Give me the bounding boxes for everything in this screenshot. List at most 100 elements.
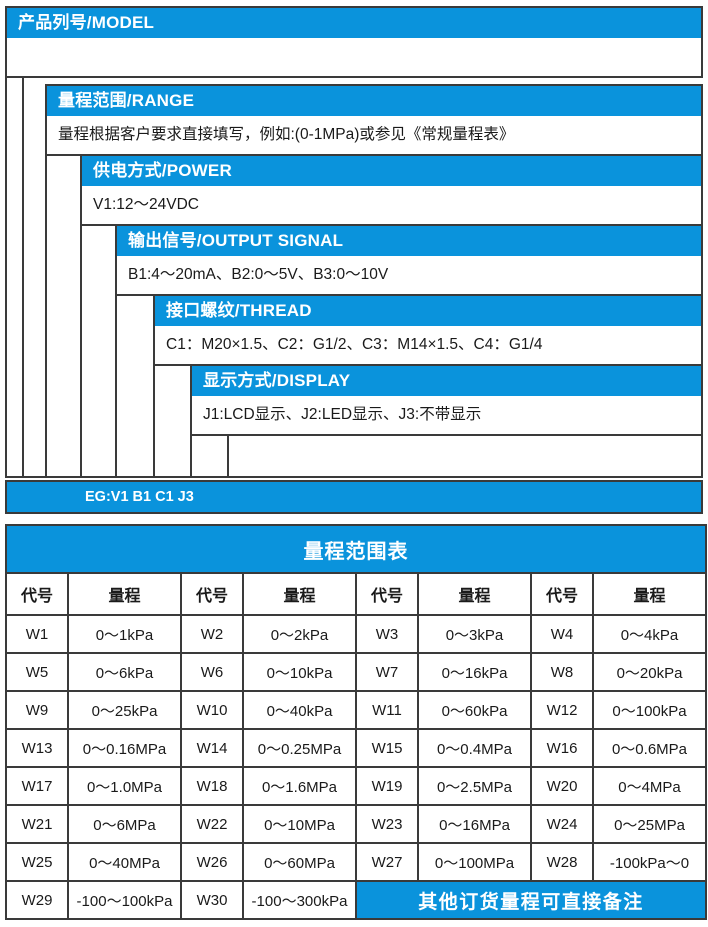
- stair-thread-title: 接口螺纹/THREAD: [155, 296, 701, 326]
- cell-range: 0～0.25MPa: [242, 728, 357, 768]
- cell-code: W6: [180, 652, 244, 692]
- model-selection-ladder: 产品列号/MODEL 量程范围/RANGE 量程根据客户要求直接填写，例如:(0…: [5, 6, 703, 516]
- cell-range: 0～20kPa: [592, 652, 707, 692]
- table-row: W17 0～1.0MPa W18 0～1.6MPa W19 0～2.5MPa W…: [5, 766, 707, 806]
- cell-code: W13: [5, 728, 69, 768]
- table-row: W9 0～25kPa W10 0～40kPa W11 0～60kPa W12 0…: [5, 690, 707, 730]
- table-row: W5 0～6kPa W6 0～10kPa W7 0～16kPa W8 0～20k…: [5, 652, 707, 692]
- cell-code: W27: [355, 842, 419, 882]
- cell-code: W30: [180, 880, 244, 920]
- stair-power-title: 供电方式/POWER: [82, 156, 701, 186]
- cell-range: 0～6MPa: [67, 804, 182, 844]
- cell-range: 0～100MPa: [417, 842, 532, 882]
- cell-code: W18: [180, 766, 244, 806]
- cell-code: W10: [180, 690, 244, 730]
- cell-code: W14: [180, 728, 244, 768]
- stair-model: 产品列号/MODEL: [5, 6, 703, 78]
- stair-tail-shelf-body: [229, 436, 701, 474]
- cell-code: W15: [355, 728, 419, 768]
- cell-code: W29: [5, 880, 69, 920]
- drop-leg-last: [190, 434, 192, 478]
- stair-output-body: B1:4～20mA、B2:0～5V、B3:0～10V: [117, 256, 701, 294]
- cell-code: W24: [530, 804, 594, 844]
- col-header-range-4: 量程: [592, 572, 707, 616]
- cell-range: -100～300kPa: [242, 880, 357, 920]
- cell-code: W11: [355, 690, 419, 730]
- cell-range: 0～25MPa: [592, 804, 707, 844]
- cell-range: 0～1.0MPa: [67, 766, 182, 806]
- table-row: W1 0～1kPa W2 0～2kPa W3 0～3kPa W4 0～4kPa: [5, 614, 707, 654]
- cell-code: W25: [5, 842, 69, 882]
- stair-model-body: [7, 38, 701, 76]
- cell-range: 0～6kPa: [67, 652, 182, 692]
- table-header-row: 代号 量程 代号 量程 代号 量程 代号 量程: [5, 572, 707, 616]
- col-header-range-3: 量程: [417, 572, 532, 616]
- stair-range-body: 量程根据客户要求直接填写，例如:(0-1MPa)或参见《常规量程表》: [47, 116, 701, 154]
- cell-code: W26: [180, 842, 244, 882]
- stair-model-title: 产品列号/MODEL: [7, 8, 701, 38]
- table-title-row: 量程范围表: [5, 524, 707, 574]
- cell-code: W23: [355, 804, 419, 844]
- drop-leg-range: [22, 76, 24, 478]
- cell-range: 0～40MPa: [67, 842, 182, 882]
- stair-thread: 接口螺纹/THREAD C1：M20×1.5、C2：G1/2、C3：M14×1.…: [153, 294, 703, 366]
- cell-code: W7: [355, 652, 419, 692]
- cell-code: W4: [530, 614, 594, 654]
- stair-output: 输出信号/OUTPUT SIGNAL B1:4～20mA、B2:0～5V、B3:…: [115, 224, 703, 296]
- cell-code: W5: [5, 652, 69, 692]
- cell-code: W8: [530, 652, 594, 692]
- col-header-code-4: 代号: [530, 572, 594, 616]
- cell-code: W20: [530, 766, 594, 806]
- cell-code: W16: [530, 728, 594, 768]
- drop-leg-thread: [115, 294, 117, 478]
- range-table-title: 量程范围表: [5, 524, 707, 574]
- cell-range: 0～60MPa: [242, 842, 357, 882]
- table-row-last: W29 -100～100kPa W30 -100～300kPa 其他订货量程可直…: [5, 880, 707, 920]
- cell-range: 0～1kPa: [67, 614, 182, 654]
- cell-code: W2: [180, 614, 244, 654]
- cell-range: 0～60kPa: [417, 690, 532, 730]
- stair-range: 量程范围/RANGE 量程根据客户要求直接填写，例如:(0-1MPa)或参见《常…: [45, 84, 703, 156]
- cell-range: -100kPa～0: [592, 842, 707, 882]
- cell-code: W19: [355, 766, 419, 806]
- cell-range: 0～0.16MPa: [67, 728, 182, 768]
- custom-range-note: 其他订货量程可直接备注: [355, 880, 707, 920]
- stair-range-title: 量程范围/RANGE: [47, 86, 701, 116]
- stair-tail-shelf: [227, 434, 703, 478]
- stair-display: 显示方式/DISPLAY J1:LCD显示、J2:LED显示、J3:不带显示: [190, 364, 703, 436]
- cell-range: 0～1.6MPa: [242, 766, 357, 806]
- table-row: W13 0～0.16MPa W14 0～0.25MPa W15 0～0.4MPa…: [5, 728, 707, 768]
- cell-code: W22: [180, 804, 244, 844]
- cell-code: W1: [5, 614, 69, 654]
- drop-leg-model: [5, 76, 7, 478]
- cell-range: 0～2.5MPa: [417, 766, 532, 806]
- range-table: 量程范围表 代号 量程 代号 量程 代号 量程 代号 量程 W1 0～1kPa …: [5, 524, 707, 920]
- cell-range: 0～2kPa: [242, 614, 357, 654]
- cell-range: 0～0.4MPa: [417, 728, 532, 768]
- example-code-bar: EG:V1 B1 C1 J3: [5, 480, 703, 514]
- drop-leg-output: [80, 224, 82, 478]
- cell-code: W9: [5, 690, 69, 730]
- cell-range: 0～25kPa: [67, 690, 182, 730]
- stair-power-body: V1:12～24VDC: [82, 186, 701, 224]
- drop-leg-power: [45, 154, 47, 478]
- stair-thread-body: C1：M20×1.5、C2：G1/2、C3：M14×1.5、C4：G1/4: [155, 326, 701, 364]
- cell-code: W3: [355, 614, 419, 654]
- stair-output-title: 输出信号/OUTPUT SIGNAL: [117, 226, 701, 256]
- col-header-code-1: 代号: [5, 572, 69, 616]
- cell-range: -100～100kPa: [67, 880, 182, 920]
- cell-range: 0～3kPa: [417, 614, 532, 654]
- cell-range: 0～40kPa: [242, 690, 357, 730]
- example-code-label: EG:V1 B1 C1 J3: [85, 489, 194, 505]
- col-header-code-2: 代号: [180, 572, 244, 616]
- cell-range: 0～16kPa: [417, 652, 532, 692]
- cell-range: 0～16MPa: [417, 804, 532, 844]
- cell-range: 0～100kPa: [592, 690, 707, 730]
- cell-code: W21: [5, 804, 69, 844]
- cell-code: W12: [530, 690, 594, 730]
- cell-range: 0～4kPa: [592, 614, 707, 654]
- table-row: W25 0～40MPa W26 0～60MPa W27 0～100MPa W28…: [5, 842, 707, 882]
- cell-code: W28: [530, 842, 594, 882]
- stair-display-title: 显示方式/DISPLAY: [192, 366, 701, 396]
